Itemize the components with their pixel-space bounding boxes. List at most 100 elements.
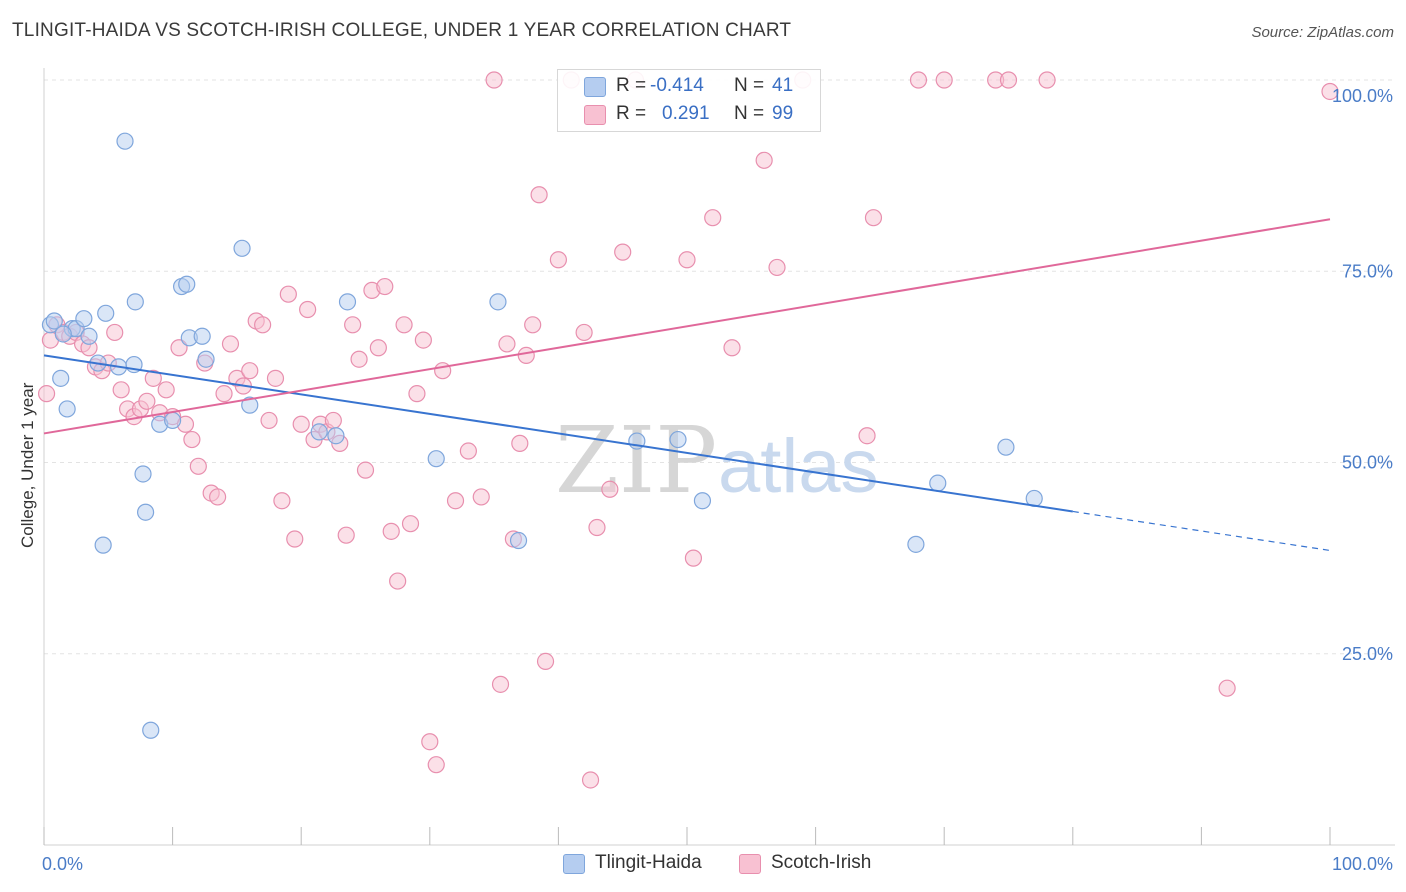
tlingit-haida-trend-line xyxy=(43,354,1073,513)
scotch-irish-point xyxy=(273,492,291,510)
scotch-irish-point xyxy=(421,733,439,751)
y-tick-label: 50.0% xyxy=(1342,453,1393,473)
scotch-irish-point xyxy=(684,549,703,567)
scotch-irish-point xyxy=(485,71,503,89)
scotch-legend-label: Scotch-Irish xyxy=(771,852,872,873)
tlingit-haida-point xyxy=(54,325,72,343)
r-label: R = xyxy=(616,103,647,124)
tlingit-haida-point xyxy=(178,275,196,293)
tlingit-haida-point xyxy=(997,438,1015,456)
scotch-irish-point xyxy=(446,492,465,510)
r-label: R = xyxy=(616,75,647,96)
watermark-zip: ZIP xyxy=(555,407,717,514)
tlingit-haida-point xyxy=(327,427,345,445)
scotch-irish-point xyxy=(337,526,355,544)
scotch-irish-point xyxy=(1218,679,1236,697)
scotch-irish-point xyxy=(376,277,394,296)
watermark: ZIP atlas xyxy=(555,407,879,514)
tlingit-haida-point xyxy=(929,474,947,492)
scotch-irish-point xyxy=(286,530,304,548)
tlingit-haida-point xyxy=(52,369,70,387)
tlingit-haida-point xyxy=(164,411,182,430)
scotch-swatch xyxy=(584,105,606,125)
scotch-irish-point xyxy=(414,331,432,349)
scotch-irish-point xyxy=(524,316,542,334)
scotch-irish-point xyxy=(382,522,400,540)
y-tick-label: 25.0% xyxy=(1342,644,1393,664)
scotch-irish-point xyxy=(221,335,240,353)
tlingit-haida-point xyxy=(907,535,925,553)
scotch-irish-point xyxy=(768,258,786,277)
tlingit-haida-point xyxy=(241,396,259,414)
tlingit-haida-points xyxy=(41,132,1043,739)
scotch-irish-point xyxy=(138,392,156,410)
scotch-irish-point xyxy=(209,488,227,506)
scotch-irish-point xyxy=(498,335,516,353)
scotch-irish-point xyxy=(395,316,413,334)
scotch-irish-point xyxy=(459,442,477,460)
scotch-irish-point xyxy=(549,251,568,269)
scotch-irish-point xyxy=(112,381,130,399)
tlingit-haida-point xyxy=(75,310,93,328)
tlingit-haida-point xyxy=(489,293,507,311)
tlingit-haida-point xyxy=(126,293,144,311)
scotch-irish-point xyxy=(704,209,722,227)
scotch-irish-point xyxy=(401,515,420,533)
trend-lines xyxy=(43,218,1331,552)
scotch-legend-swatch xyxy=(739,854,761,874)
scotch-irish-point xyxy=(144,369,162,387)
tlingit-haida-point xyxy=(142,721,160,739)
scotch-irish-point xyxy=(260,411,278,430)
tlingit-haida-point xyxy=(94,536,112,554)
scotch-irish-point xyxy=(858,427,876,445)
scotch-irish-point xyxy=(575,323,593,342)
scotch-irish-point xyxy=(369,339,387,357)
scotch-irish-point xyxy=(588,518,606,537)
scotch-irish-point xyxy=(266,369,285,387)
scotch-irish-point xyxy=(864,209,883,227)
scotch-irish-point xyxy=(909,71,928,89)
tlingit-swatch xyxy=(584,77,606,97)
tlingit-haida-point xyxy=(427,450,445,468)
scotch-irish-point xyxy=(755,151,773,169)
scotch-irish-point xyxy=(344,316,362,334)
tlingit-haida-point xyxy=(116,132,134,150)
scotch-irish-point xyxy=(723,339,741,357)
scotch-irish-point xyxy=(530,186,548,204)
y-tick-label: 75.0% xyxy=(1342,261,1393,281)
correlation-legend: R = -0.414 N = 41 R = 0.291 N = 99 xyxy=(557,69,821,132)
tlingit-haida-point xyxy=(197,350,215,368)
scotch-irish-point xyxy=(183,430,201,449)
scotch-irish-points xyxy=(37,71,1339,789)
x-tick-label: 100.0% xyxy=(1332,854,1393,874)
n-value: 41 xyxy=(772,75,794,96)
scotch-irish-point xyxy=(1321,82,1339,101)
n-label: N = xyxy=(734,103,765,124)
tlingit-haida-point xyxy=(193,327,211,345)
x-tick-label: 0.0% xyxy=(42,854,83,874)
scotch-irish-point xyxy=(215,385,233,403)
scotch-irish-point xyxy=(324,411,342,430)
scotch-irish-point xyxy=(601,480,619,498)
scotch-irish-point xyxy=(37,385,56,403)
n-label: N = xyxy=(734,75,765,96)
scotch-irish-point xyxy=(427,756,445,774)
tlingit-haida-point xyxy=(97,304,115,322)
tlingit-haida-point xyxy=(310,423,328,441)
tlingit-legend-swatch xyxy=(563,854,585,874)
tlingit-haida-point xyxy=(45,312,63,330)
tlingit-legend-label: Tlingit-Haida xyxy=(595,852,702,873)
tlingit-haida-point xyxy=(233,239,251,257)
tlingit-haida-point xyxy=(693,492,712,510)
scotch-irish-point xyxy=(408,385,426,403)
scotch-irish-point xyxy=(241,362,259,380)
tlingit-haida-point xyxy=(338,293,357,311)
source-credit: Source: ZipAtlas.com xyxy=(1251,24,1394,41)
tlingit-haida-point xyxy=(134,465,152,483)
scotch-irish-point xyxy=(350,350,368,368)
axes xyxy=(43,68,1395,846)
scotch-irish-point xyxy=(254,316,272,334)
watermark-atlas: atlas xyxy=(718,424,879,509)
scotch-irish-point xyxy=(935,71,953,89)
